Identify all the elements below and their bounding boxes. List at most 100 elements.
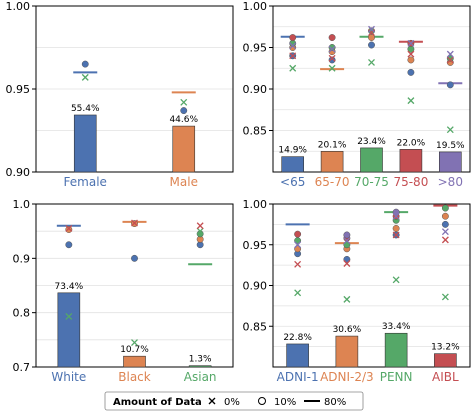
bar-label: 30.6% — [333, 325, 362, 335]
marker-10pct — [407, 56, 415, 64]
marker-0pct — [196, 222, 204, 230]
x-tick-label: Male — [170, 175, 198, 189]
marker-0pct — [441, 236, 449, 244]
x-tick-label: Asian — [184, 370, 217, 384]
marker-10pct — [446, 54, 454, 62]
marker-10pct — [131, 254, 138, 262]
legend-item-10%: 10% — [258, 397, 296, 408]
marker-10pct — [328, 44, 336, 51]
bar-label: 23.4% — [357, 137, 386, 147]
legend-label: 0% — [224, 397, 240, 408]
marker-0pct — [294, 241, 302, 249]
y-tick-label: 1.00 — [243, 0, 268, 13]
bar-AIBL — [434, 353, 457, 368]
x-tick-label: Female — [64, 175, 107, 189]
marker-0pct — [368, 25, 375, 33]
x-tick-label: White — [51, 370, 86, 384]
bar-label: 20.1% — [318, 140, 347, 150]
bar-70-75 — [360, 147, 383, 173]
legend-title: Amount of Data — [113, 397, 202, 408]
bar-65-70 — [320, 151, 344, 173]
marker-0pct — [343, 295, 351, 303]
circle-marker-icon — [258, 397, 266, 405]
marker-0pct — [289, 42, 297, 50]
x-tick-label: 70-75 — [354, 175, 389, 189]
y-tick-label: 1.00 — [243, 198, 268, 211]
legend-item-0%: 0% — [208, 397, 240, 408]
bar-Male — [172, 125, 196, 173]
marker-10pct — [294, 230, 302, 238]
bar-label: 55.4% — [71, 104, 100, 114]
marker-10pct — [441, 204, 449, 212]
bar-label: 33.4% — [382, 322, 411, 332]
marker-0pct — [392, 276, 400, 284]
marker-10pct — [441, 220, 449, 228]
marker-10pct — [407, 68, 415, 76]
bar-75-80 — [399, 149, 423, 173]
bar-ADNI-2/3 — [335, 335, 359, 368]
bar-<65 — [281, 156, 305, 173]
marker-10pct — [81, 60, 89, 68]
marker-0pct — [131, 339, 138, 347]
bar-PENN — [384, 332, 408, 368]
subplot-4: 0.85 0.90 0.95 1.00 22.8% ADNI-1 30.6% ADNI-2/3… — [243, 198, 471, 384]
y-tick-label: 0.8 — [13, 307, 31, 320]
bar-label: 44.6% — [169, 115, 198, 125]
marker-0pct — [368, 58, 375, 66]
marker-10pct — [441, 212, 449, 220]
x-tick-label: ADNI-2/3 — [320, 370, 374, 384]
bar-label: 13.2% — [431, 343, 460, 353]
bar-Black — [123, 355, 146, 368]
bar-label: 10.7% — [120, 345, 149, 355]
bar-label: 73.4% — [55, 282, 84, 292]
x-tick-label: 75-80 — [393, 175, 428, 189]
bar-label: 1.3% — [189, 355, 212, 365]
marker-0pct — [196, 227, 204, 235]
marker-0pct — [65, 313, 73, 320]
bar-White — [57, 292, 81, 368]
marker-0pct — [392, 212, 400, 220]
marker-0pct — [180, 98, 188, 106]
legend-item-80%: 80% — [304, 397, 346, 408]
marker-10pct — [446, 81, 454, 89]
marker-0pct — [65, 224, 73, 232]
marker-0pct — [343, 237, 351, 245]
marker-0pct — [446, 56, 454, 64]
bar-ADNI-1 — [286, 343, 309, 368]
bar-label: 22.8% — [283, 333, 312, 343]
x-tick-label: >80 — [438, 175, 463, 189]
y-tick-label: 0.90 — [6, 166, 31, 179]
marker-10pct — [343, 231, 351, 239]
x-tick-label: <65 — [280, 175, 305, 189]
x-tick-label: PENN — [380, 370, 413, 384]
subplot-1: 0.90 0.95 1.00 55.4% Female 44.6% Male — [6, 0, 234, 189]
grid — [36, 5, 233, 173]
y-tick-label: 0.85 — [243, 125, 268, 138]
subplot-2: 0.85 0.90 0.95 1.00 14.9% <65 20.1% 65-70 23.4% 7… — [243, 0, 471, 189]
legend-label: 80% — [324, 397, 346, 408]
y-tick-label: 0.7 — [13, 361, 31, 374]
x-tick-label: ADNI-1 — [277, 370, 319, 384]
y-tick-label: 0.9 — [13, 252, 31, 265]
marker-10pct — [180, 107, 188, 115]
x-tick-label: 65-70 — [315, 175, 350, 189]
marker-10pct — [368, 41, 375, 49]
bar-Asian — [188, 365, 212, 368]
bar-label: 22.0% — [397, 138, 426, 148]
legend: Amount of Data 0% 10% 80% — [104, 391, 364, 411]
marker-0pct — [407, 50, 415, 58]
y-tick-label: 1.0 — [13, 198, 31, 211]
marker-10pct — [328, 56, 336, 64]
x-tick-label: Black — [118, 370, 151, 384]
bar-Female — [73, 114, 97, 173]
marker-0pct — [392, 231, 400, 239]
marker-0pct — [289, 64, 297, 72]
marker-0pct — [289, 52, 297, 60]
y-tick-label: 0.95 — [6, 83, 31, 96]
marker-10pct — [65, 226, 73, 233]
subplot-3: 0.7 0.8 0.9 1.0 73.4% White 10.7% Black 1.3% Asia… — [13, 198, 234, 384]
marker-0pct — [81, 73, 89, 81]
marker-0pct — [407, 39, 415, 47]
marker-0pct — [328, 64, 336, 72]
